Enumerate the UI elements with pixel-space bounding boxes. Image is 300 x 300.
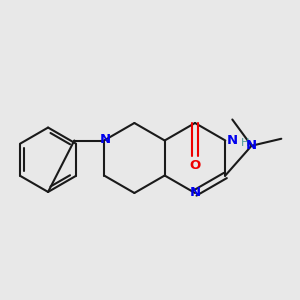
Text: N: N	[246, 139, 257, 152]
Text: H: H	[241, 137, 250, 148]
Text: N: N	[189, 187, 201, 200]
Text: N: N	[100, 133, 111, 146]
Text: O: O	[189, 159, 201, 172]
Text: N: N	[227, 134, 238, 147]
